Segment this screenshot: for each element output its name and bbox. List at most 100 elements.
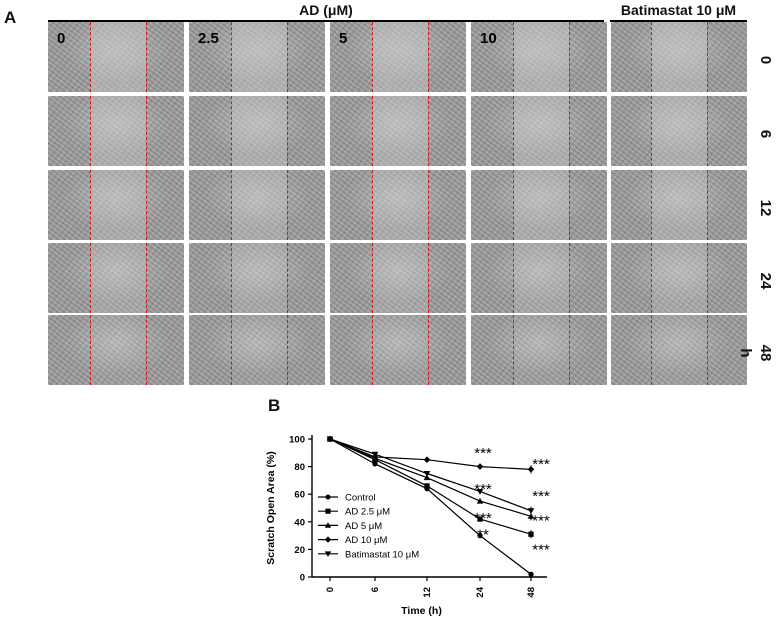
- data-point: [424, 483, 430, 489]
- scratch-boundary-line: [231, 315, 232, 385]
- x-tick-label: 24: [475, 586, 486, 597]
- concentration-label: 0: [57, 30, 66, 47]
- micrograph-tile: [189, 96, 325, 166]
- micrograph-tile: [330, 96, 466, 166]
- scratch-boundary-line: [569, 315, 570, 385]
- scratch-gap: [372, 96, 428, 166]
- scratch-boundary-line: [372, 243, 373, 313]
- data-point: [476, 488, 484, 495]
- scratch-boundary-line: [707, 170, 708, 240]
- micrograph-tile: [48, 315, 184, 385]
- time-label: 0: [757, 55, 774, 65]
- legend-marker: [324, 551, 332, 557]
- scratch-boundary-line: [231, 96, 232, 166]
- scratch-boundary-line: [513, 315, 514, 385]
- scratch-boundary-line: [287, 96, 288, 166]
- micrograph-tile: [471, 315, 607, 385]
- scratch-gap: [651, 170, 707, 240]
- x-axis-label: Time (h): [401, 605, 442, 617]
- ad-group-header: AD (μM): [48, 2, 604, 22]
- scratch-boundary-line: [707, 22, 708, 92]
- micrograph-tile: [48, 96, 184, 166]
- scratch-gap: [90, 170, 146, 240]
- scratch-boundary-line: [90, 315, 91, 385]
- micrograph-tile: [48, 243, 184, 313]
- significance-label: ***: [532, 542, 550, 559]
- micrograph-grid: 0 2.5 5 10: [48, 22, 747, 386]
- scratch-boundary-line: [651, 170, 652, 240]
- scratch-gap: [231, 315, 287, 385]
- micrograph-tile: [611, 170, 747, 240]
- legend-label: AD 2.5 μM: [345, 507, 390, 518]
- scratch-boundary-line: [428, 170, 429, 240]
- time-label: 6: [757, 129, 774, 139]
- scratch-boundary-line: [90, 170, 91, 240]
- scratch-boundary-line: [513, 22, 514, 92]
- scratch-gap: [90, 315, 146, 385]
- batimastat-group-header: Batimastat 10 μM: [610, 2, 747, 22]
- micrograph-tile: [611, 22, 747, 92]
- scratch-boundary-line: [90, 96, 91, 166]
- scratch-boundary-line: [372, 22, 373, 92]
- legend-label: Control: [345, 493, 376, 504]
- scratch-gap: [90, 22, 146, 92]
- scratch-gap: [90, 96, 146, 166]
- significance-label: ***: [474, 445, 492, 462]
- micrograph-tile: [189, 315, 325, 385]
- significance-label: ***: [532, 488, 550, 505]
- panel-b-letter: B: [268, 396, 281, 415]
- legend-marker: [325, 494, 331, 500]
- scratch-boundary-line: [287, 170, 288, 240]
- legend-label: AD 5 μM: [345, 521, 382, 532]
- scratch-gap: [651, 315, 707, 385]
- scratch-gap: [651, 243, 707, 313]
- scratch-gap: [90, 243, 146, 313]
- micrograph-tile: [330, 315, 466, 385]
- legend-label: Batimastat 10 μM: [345, 549, 419, 560]
- x-tick-label: 6: [370, 587, 381, 592]
- y-tick-label: 40: [294, 517, 305, 528]
- panel-a-letter: A: [4, 8, 17, 27]
- data-point: [371, 451, 379, 458]
- scratch-gap: [513, 22, 569, 92]
- scratch-boundary-line: [146, 22, 147, 92]
- scratch-gap: [513, 243, 569, 313]
- y-tick-label: 60: [294, 490, 305, 501]
- time-label: 24: [757, 272, 774, 290]
- data-point: [528, 571, 534, 577]
- scratch-gap: [372, 170, 428, 240]
- scratch-boundary-line: [569, 170, 570, 240]
- micrograph-tile: [611, 96, 747, 166]
- scratch-boundary-line: [513, 243, 514, 313]
- significance-label: ***: [474, 481, 492, 498]
- scratch-gap: [513, 315, 569, 385]
- significance-label: **: [477, 526, 489, 543]
- concentration-label: 5: [339, 30, 348, 47]
- x-tick-label: 0: [325, 587, 336, 592]
- scratch-boundary-line: [707, 243, 708, 313]
- scratch-boundary-line: [146, 243, 147, 313]
- micrograph-tile: [330, 170, 466, 240]
- scratch-boundary-line: [651, 315, 652, 385]
- scratch-gap: [231, 243, 287, 313]
- data-point: [423, 456, 431, 463]
- data-point: [372, 461, 378, 467]
- concentration-label: 2.5: [198, 30, 219, 47]
- scratch-boundary-line: [569, 96, 570, 166]
- scratch-boundary-line: [428, 96, 429, 166]
- micrograph-tile: [471, 96, 607, 166]
- scratch-gap: [231, 96, 287, 166]
- time-label: 48 h: [737, 344, 774, 362]
- scratch-gap: [372, 315, 428, 385]
- x-tick-label: 48: [526, 587, 537, 598]
- micrograph-tile: [471, 243, 607, 313]
- scratch-boundary-line: [372, 170, 373, 240]
- micrograph-tile: [611, 243, 747, 313]
- series-line: [329, 438, 532, 470]
- scratch-boundary-line: [569, 243, 570, 313]
- micrograph-tile: [611, 315, 747, 385]
- scratch-gap: [651, 22, 707, 92]
- legend-marker: [324, 536, 332, 543]
- scratch-boundary-line: [146, 170, 147, 240]
- scratch-boundary-line: [146, 315, 147, 385]
